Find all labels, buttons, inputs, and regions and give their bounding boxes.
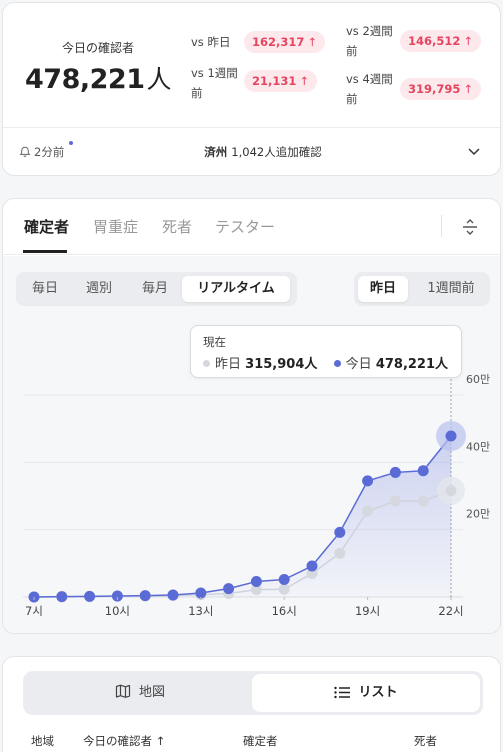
x-tick-label: 13시 [188, 604, 213, 618]
y-tick-label: 40만 [466, 440, 490, 453]
new-dot [69, 141, 73, 145]
today-point [84, 590, 96, 602]
tooltip-title: 現在 [203, 335, 226, 349]
list-card: 地図 リスト 地域 今日の確認者 ↑ 確定者 死者 [2, 656, 501, 752]
today-point [223, 583, 235, 595]
y-tick-label: 60만 [466, 373, 490, 386]
list-view-button[interactable]: リスト [252, 674, 480, 712]
today-point [334, 526, 346, 538]
today-point [389, 466, 401, 478]
metric-tabs: 確定者 胃重症 死者 テスター [3, 199, 500, 255]
vs-2week-label: vs 2週間前 [346, 24, 393, 58]
tab-tester[interactable]: テスター [215, 218, 276, 236]
chart-tooltip: 現在 昨日 315,904人 今日 478,221人 [190, 325, 462, 378]
today-point [195, 587, 207, 599]
column-region[interactable]: 地域 [31, 734, 54, 748]
legend-yesterday-dot [203, 360, 210, 367]
tab-underline [23, 250, 67, 253]
today-value: 478,221人 [3, 60, 193, 96]
yesterday-point [417, 495, 429, 507]
x-tick-label: 10시 [105, 604, 130, 618]
today-area [34, 435, 451, 597]
today-unit: 人 [146, 65, 171, 94]
x-tick-label: 22시 [438, 604, 463, 618]
vs-1week-badge: 21,131 ↑ [244, 70, 318, 92]
filter-icon[interactable] [461, 218, 479, 236]
today-point [139, 590, 151, 602]
period-realtime[interactable]: リアルタイム [182, 276, 290, 302]
yesterday-point [445, 485, 457, 497]
tab-confirmed[interactable]: 確定者 [24, 218, 70, 236]
chart-card: 確定者 胃重症 死者 テスター 毎日 週別 毎月 リアルタイム 昨日 1週間前 … [2, 198, 501, 634]
x-tick-label: 7시 [25, 604, 43, 618]
list-icon [334, 686, 351, 699]
today-point [306, 560, 318, 572]
line-chart: 20만 40만 60만 7시 10시 13시 16시 19시 22시 [23, 373, 490, 618]
compare-1week[interactable]: 1週間前 [427, 281, 475, 296]
notice-time: 2分前 [19, 144, 64, 160]
x-tick-label: 19시 [355, 604, 380, 618]
period-weekly[interactable]: 週別 [85, 281, 112, 296]
vs-yesterday-label: vs 昨日 [191, 35, 231, 49]
view-toggle: 地図 リスト [23, 671, 483, 715]
vs-1week-label: vs 1週間前 [191, 66, 238, 100]
yesterday-point [389, 495, 401, 507]
tab-deaths[interactable]: 死者 [162, 218, 193, 236]
today-point [278, 573, 290, 585]
yesterday-point [362, 505, 374, 517]
column-confirmed[interactable]: 確定者 [243, 734, 278, 748]
vs-4week-label: vs 4週間前 [346, 72, 393, 106]
summary-card: 今日の確認者 478,221人 vs 昨日 162,317 ↑ vs 1週間前 2… [2, 2, 501, 176]
today-point [56, 591, 68, 603]
today-number: 478,221 [25, 64, 145, 95]
x-tick-label: 16시 [272, 604, 297, 618]
today-point [362, 475, 374, 487]
map-view-button[interactable]: 地図 [26, 674, 254, 712]
today-label: 今日の確認者 [61, 41, 134, 55]
yesterday-point [334, 547, 346, 559]
series-line-today [33, 435, 452, 598]
column-today-confirmed[interactable]: 今日の確認者 ↑ [83, 734, 166, 748]
y-tick-label: 20만 [466, 508, 490, 521]
notice-text[interactable]: 済州 1,042人追加確認 [204, 145, 322, 159]
compare-yesterday[interactable]: 昨日 [358, 276, 408, 302]
tab-separator [441, 215, 442, 237]
compare-selector: 昨日 1週間前 [354, 272, 490, 306]
period-monthly[interactable]: 毎月 [141, 281, 168, 296]
today-point [167, 589, 179, 601]
today-point [250, 576, 262, 588]
period-daily[interactable]: 毎日 [31, 281, 58, 296]
today-point [417, 465, 429, 477]
map-icon [115, 684, 131, 698]
period-selector: 毎日 週別 毎月 リアルタイム [16, 272, 297, 306]
vs-yesterday-badge: 162,317 ↑ [244, 31, 326, 53]
today-point [111, 590, 123, 602]
bell-icon [19, 146, 31, 157]
summary-divider [3, 127, 500, 128]
vs-2week-badge: 146,512 ↑ [400, 30, 482, 52]
vs-4week-badge: 319,795 ↑ [400, 78, 482, 100]
yesterday-point [250, 584, 262, 596]
chevron-down-icon[interactable] [466, 143, 482, 159]
column-deaths[interactable]: 死者 [414, 734, 437, 748]
today-point [445, 430, 457, 442]
legend-today-dot [333, 360, 341, 367]
yesterday-point [278, 583, 290, 595]
tooltip-values: 昨日 315,904人 今日 478,221人 [203, 353, 448, 372]
tab-severe[interactable]: 胃重症 [93, 218, 139, 236]
